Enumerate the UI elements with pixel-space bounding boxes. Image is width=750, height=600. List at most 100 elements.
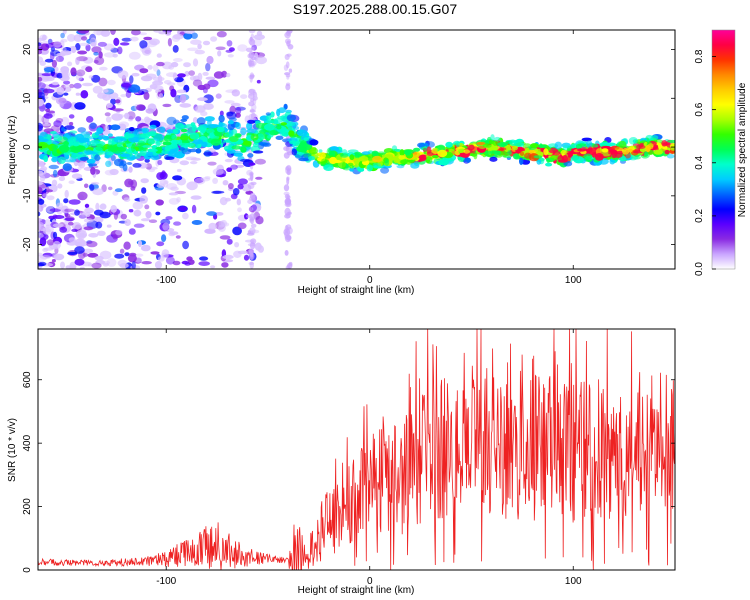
spectrogram-blob (231, 129, 238, 135)
spectrogram-blob (84, 203, 90, 208)
spectrogram-blob (413, 147, 421, 152)
spectrogram-blob (102, 260, 111, 265)
spectrogram-blob (53, 120, 62, 128)
snr-ticks: -100 0 100 0 200 400 600 (22, 329, 675, 587)
spectrogram-blob (567, 148, 572, 152)
spectrogram-blob (86, 116, 94, 123)
spectrogram-blob (55, 97, 67, 105)
spectrogram-blob (60, 32, 65, 39)
spectrogram-blob (45, 224, 52, 228)
spectrogram-blob (124, 219, 131, 226)
spectrogram-blob (215, 46, 226, 51)
spectrogram-blob (102, 89, 109, 93)
spectrogram-blob (534, 148, 541, 152)
spectrogram-blob (97, 230, 106, 236)
spectrogram-blob (192, 58, 199, 67)
spectrogram-blob (83, 218, 94, 223)
spectrogram-blob (591, 143, 599, 148)
spectrogram-blob (172, 72, 178, 81)
spectrogram-blob (113, 37, 120, 47)
spectrogram-blob (594, 153, 604, 161)
snr-frame (37, 328, 676, 571)
spectrogram-blob (248, 101, 255, 107)
spectrogram-blob (179, 94, 187, 103)
spectrogram-blob (123, 197, 131, 203)
spectrogram-blob (187, 47, 199, 52)
spectrogram-blob (265, 120, 275, 124)
spectrogram-blob (73, 82, 82, 89)
spectrogram-blob (139, 68, 149, 74)
spectrogram-blob (155, 146, 163, 154)
spectrogram-blob (56, 202, 64, 210)
spectrogram-blob (38, 98, 44, 107)
spectrogram-blob (212, 177, 219, 184)
spectrogram-blob (205, 62, 211, 72)
spectrogram-blob (250, 133, 259, 141)
spectrogram-blob (558, 159, 568, 163)
spectrogram-blob (137, 240, 143, 248)
spectrogram-blob (340, 153, 349, 158)
spectrogram-blob (56, 72, 63, 79)
spectrogram-blob (92, 85, 103, 94)
spectrogram-blob (650, 135, 659, 141)
spectrogram-blob (161, 170, 166, 178)
spectrogram-blob (79, 266, 85, 269)
spectrogram-blob (52, 240, 61, 250)
spectrogram-blob (74, 258, 85, 266)
spectrogram-blob (372, 163, 382, 169)
spectrogram-blob (89, 184, 95, 192)
spectrogram-blob (253, 34, 265, 40)
spectrogram-blob (85, 44, 91, 52)
spectrogram-blob (118, 123, 127, 131)
spectrogram-blob (83, 226, 94, 231)
spectrogram-blob (153, 85, 164, 92)
spectrogram-blob (371, 150, 379, 156)
spectrogram-blob (205, 76, 216, 80)
spectrogram-blob (80, 90, 89, 99)
spectrogram-blob (200, 127, 206, 134)
spectrogram-blob (285, 61, 290, 69)
spectrogram-blob (88, 233, 99, 238)
spectrogram-blob (84, 183, 89, 189)
spectrogram-blob (246, 122, 253, 131)
spectrogram-blob (91, 46, 102, 54)
spectrogram-blob (212, 190, 225, 194)
spectrogram-blob (166, 129, 175, 134)
spectrogram-blob (465, 157, 471, 163)
spectrogram-blob (128, 209, 134, 213)
spectrogram-blob (61, 69, 69, 79)
spectrogram-blob (255, 122, 267, 129)
spectrogram-blob (117, 46, 123, 55)
spectrogram-blob (43, 247, 54, 251)
spectrogram-blob (120, 213, 128, 220)
spectrogram-blob (226, 111, 234, 117)
spectrogram-blob (106, 258, 117, 267)
spectrogram-blob (110, 205, 117, 213)
spectrogram-blob (150, 251, 160, 255)
spectrogram-blob (197, 43, 202, 50)
spectrogram-blob (264, 123, 275, 131)
spectrogram-blob (232, 226, 243, 236)
spectrogram-blob (63, 80, 71, 85)
spectrogram-blob (144, 158, 150, 163)
spectrogram-blob (172, 45, 179, 53)
spectrogram-blob (502, 150, 508, 158)
spectrogram-blob (96, 30, 102, 36)
spectrogram-blob (131, 72, 140, 77)
spectrogram-blob (250, 58, 254, 63)
spectrogram-blob (42, 193, 48, 198)
spectrogram-blob (190, 161, 198, 165)
spectrogram-blob (106, 224, 112, 228)
spectrogram-blob (190, 39, 202, 45)
spectrogram-blob (79, 42, 90, 47)
spectrogram-blob (74, 209, 80, 216)
spectrogram-blob (225, 72, 231, 78)
spectrogram-blob (152, 76, 165, 82)
spectrogram-blob (77, 127, 86, 133)
spectrogram-blob (172, 175, 183, 181)
spectrogram-ytick-label: 20 (22, 44, 33, 56)
spectrogram-blob (645, 145, 651, 153)
spectrogram-blob (46, 195, 55, 201)
snr-ylabel: SNR (10 * v/v) (7, 418, 18, 482)
spectrogram-blob (124, 252, 130, 257)
